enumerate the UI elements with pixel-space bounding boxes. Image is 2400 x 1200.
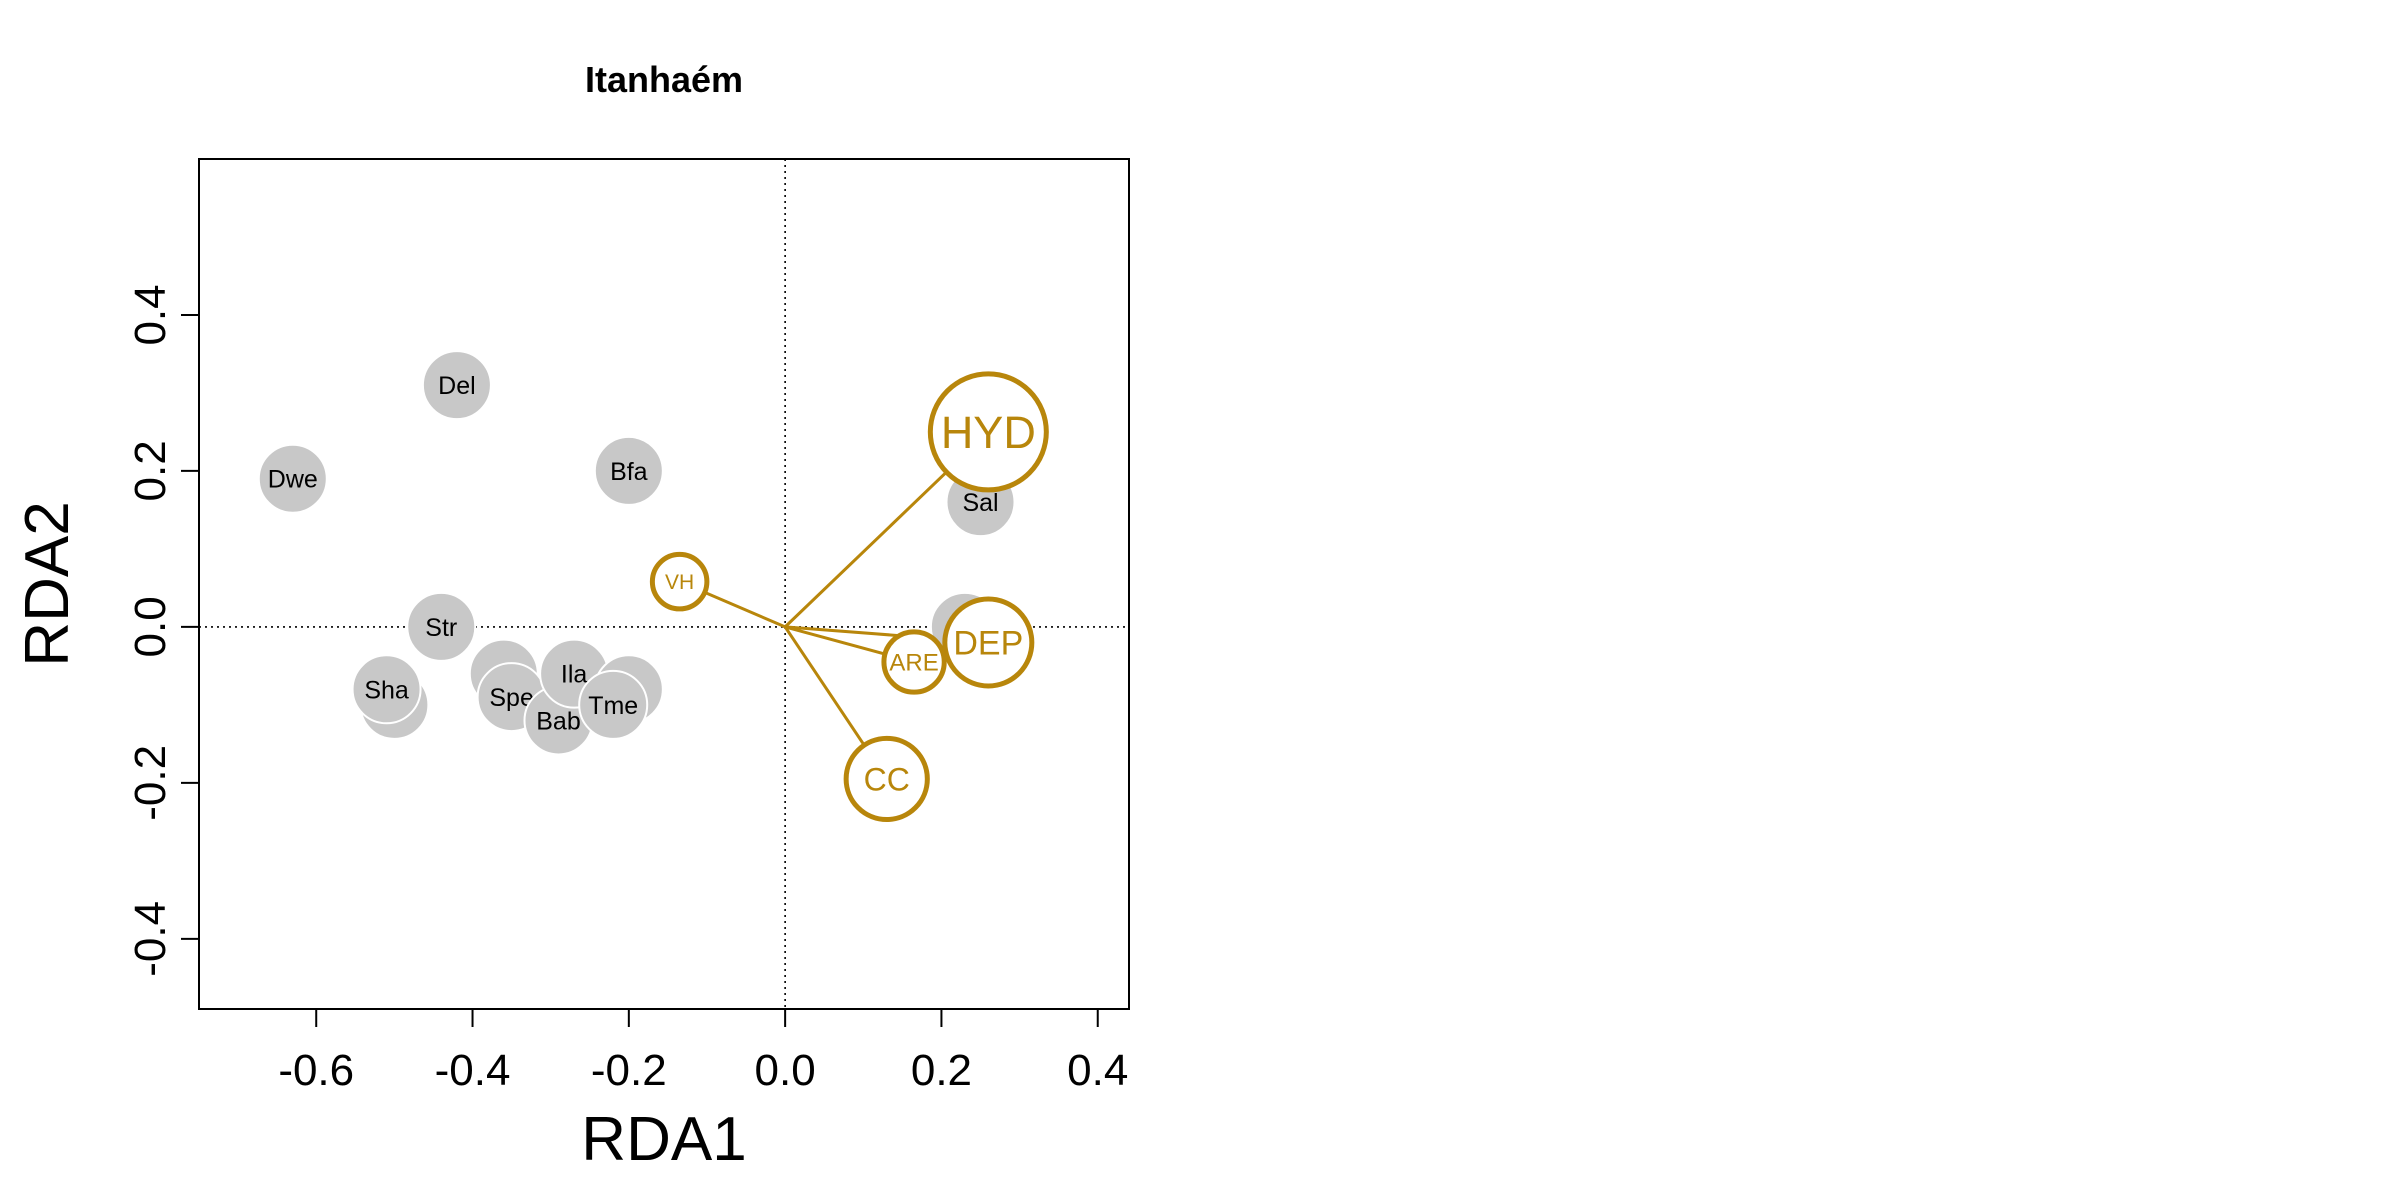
species-label: Sha xyxy=(364,676,409,704)
env-label: DEP xyxy=(953,625,1023,663)
x-tick-label: -0.2 xyxy=(591,1046,667,1095)
env-marker xyxy=(843,735,930,823)
env-label: VH xyxy=(665,571,694,594)
species-marker xyxy=(257,443,328,514)
env-label: ARE xyxy=(889,650,938,677)
x-axis: -0.6 -0.4 -0.2 0.0 0.2 0.4 xyxy=(278,1008,1128,1095)
species-marker xyxy=(421,350,492,421)
species-point: Del xyxy=(421,350,492,421)
env-vector-point: VH xyxy=(649,551,710,612)
y-axis: -0.4 -0.2 0.0 0.2 0.4 xyxy=(126,284,200,977)
env-vector-points: HYD DEP ARE CC VH xyxy=(649,371,1049,823)
env-vector-point: HYD xyxy=(927,371,1049,493)
y-tick-label: -0.4 xyxy=(126,901,175,977)
species-label: Del xyxy=(438,372,476,400)
x-tick-label: 0.4 xyxy=(1067,1046,1128,1095)
species-marker xyxy=(578,669,649,740)
env-marker xyxy=(927,371,1049,493)
y-axis-label: RDA2 xyxy=(13,501,82,666)
species-label: Dwe xyxy=(268,466,318,494)
x-tick-label: -0.6 xyxy=(278,1046,354,1095)
env-marker xyxy=(649,551,710,612)
y-tick-label: 0.4 xyxy=(126,284,175,345)
species-label: Sal xyxy=(962,489,998,517)
species-label: Str xyxy=(425,614,457,642)
y-tick-label: -0.2 xyxy=(126,745,175,821)
species-point: Sha xyxy=(351,654,422,725)
species-label: Bfa xyxy=(610,458,648,486)
env-label: HYD xyxy=(941,407,1036,458)
species-label: Ila xyxy=(561,661,588,689)
species-marker xyxy=(593,435,664,506)
x-tick-label: 0.0 xyxy=(755,1046,816,1095)
env-label: CC xyxy=(864,761,910,797)
species-label: Tme xyxy=(588,692,638,720)
species-point: Bfa xyxy=(593,435,664,506)
species-point: Bab xyxy=(523,685,594,756)
env-marker xyxy=(881,629,947,695)
species-label: Bab xyxy=(536,707,580,735)
env-marker xyxy=(942,596,1035,689)
x-axis-label: RDA1 xyxy=(581,1105,746,1174)
species-point: Tme xyxy=(578,669,649,740)
y-tick-label: 0.2 xyxy=(126,440,175,501)
species-marker xyxy=(351,654,422,725)
chart-title: Itanhaém xyxy=(585,59,743,100)
y-tick-label: 0.0 xyxy=(126,596,175,657)
env-vector-point: CC xyxy=(843,735,930,823)
env-vector-point: DEP xyxy=(942,596,1035,689)
x-tick-label: -0.4 xyxy=(435,1046,511,1095)
x-tick-label: 0.2 xyxy=(911,1046,972,1095)
species-point: Str xyxy=(406,591,477,662)
species-point: Dwe xyxy=(257,443,328,514)
species-marker xyxy=(406,591,477,662)
env-vector-point: ARE xyxy=(881,629,947,695)
